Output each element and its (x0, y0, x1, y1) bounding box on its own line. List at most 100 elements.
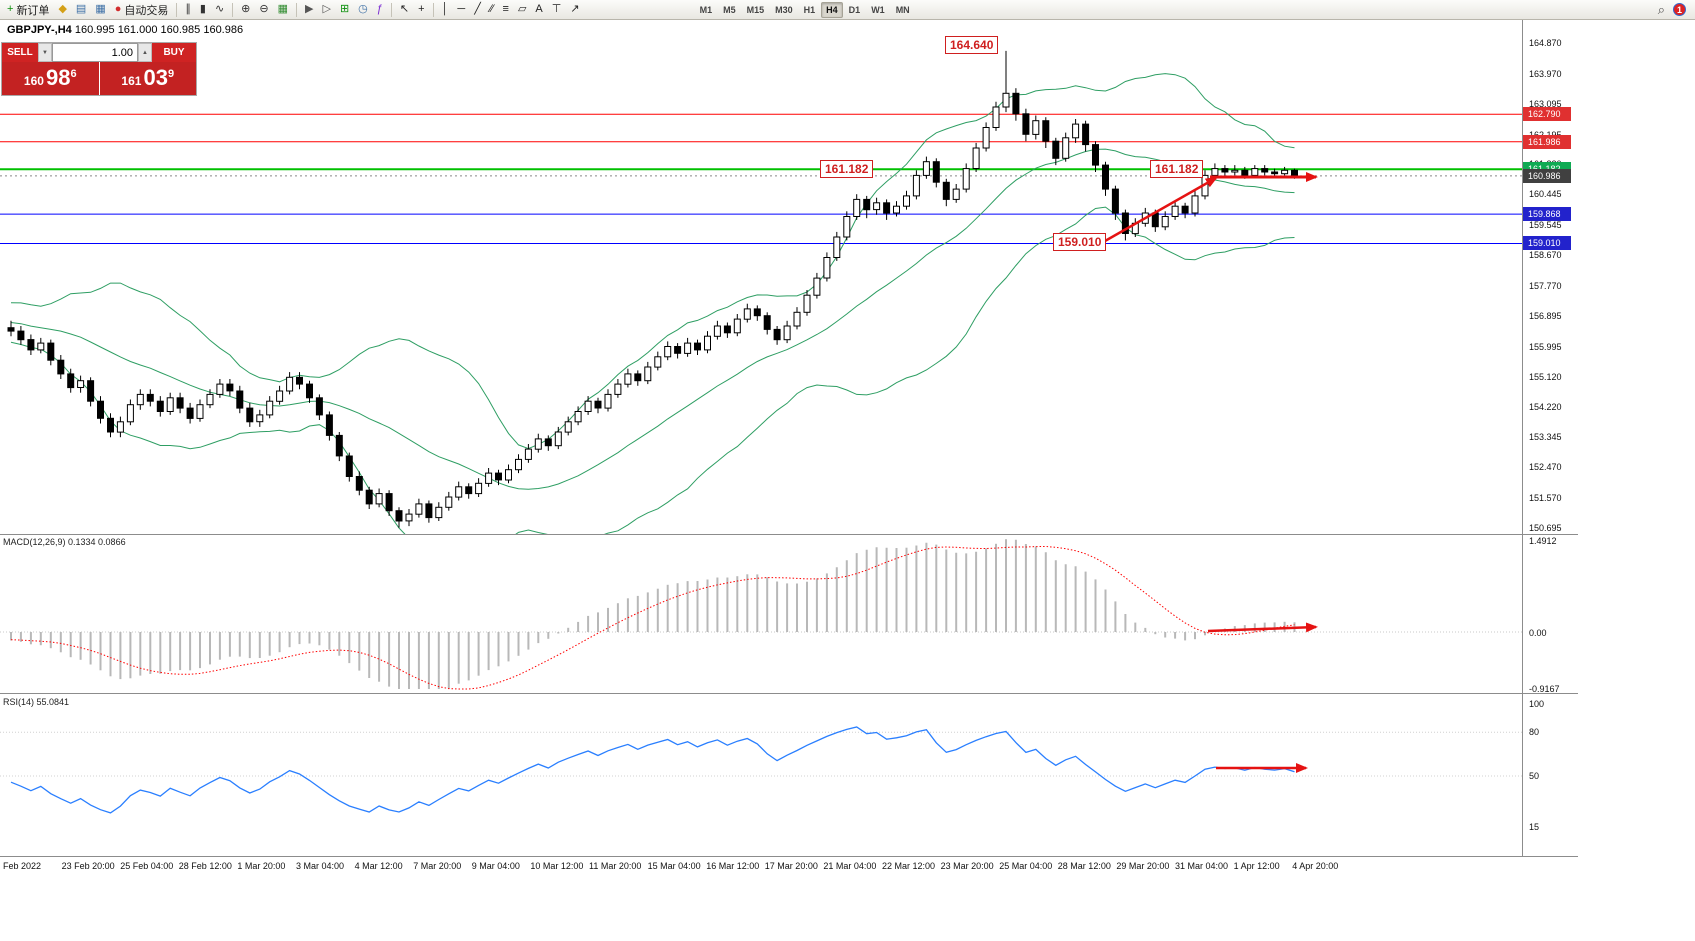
channel-icon[interactable]: ∕∕ (486, 1, 498, 18)
data-window-icon[interactable]: ▦ (91, 1, 109, 18)
annotation-low-price[interactable]: 159.010 (1053, 233, 1107, 251)
text-icon: A (535, 3, 543, 15)
panel-separator[interactable] (0, 534, 1578, 535)
toolbar-separator (176, 2, 178, 17)
timeframe-m30[interactable]: M30 (775, 4, 793, 15)
trend-arrow[interactable] (1104, 176, 1218, 243)
text-label-icon[interactable]: ⊤ (548, 1, 566, 18)
buy-price-prefix: 161 (121, 74, 142, 88)
buy-price-big: 03 (143, 65, 168, 90)
time-axis[interactable]: Feb 2022 23 Feb 20:00 25 Feb 04:00 28 Feb 1… (0, 857, 1522, 877)
time-label: 29 Mar 20:00 (1116, 861, 1170, 871)
sell-price-display[interactable]: 160 98 6 (2, 62, 99, 95)
autotrade-button[interactable]: ● 自动交易 (111, 1, 173, 18)
price-axis[interactable]: 164.870163.970163.095162.195161.320160.4… (1523, 20, 1688, 857)
timeframe-w1[interactable]: W1 (871, 4, 885, 15)
search-icon[interactable]: ⌕ (1657, 1, 1665, 17)
macd-panel[interactable] (0, 535, 1522, 693)
new-order-button[interactable]: + 新订单 (3, 1, 53, 18)
lot-decrease-button[interactable]: ▼ (38, 43, 52, 62)
trendline-icon: ╱ (474, 3, 481, 15)
profiles-icon[interactable]: ◷ (354, 1, 372, 18)
annotation-level-161182-right[interactable]: 161.182 (1150, 160, 1204, 178)
candlestick-chart-icon[interactable]: ▮ (196, 1, 210, 18)
chart-shift-icon: ▷ (322, 3, 331, 15)
timeframe-mn[interactable]: MN (895, 4, 910, 15)
price-tick: 151.570 (1529, 493, 1562, 504)
toolbar-separator (296, 2, 297, 17)
timeframe-d1[interactable]: D1 (848, 4, 861, 15)
lot-increase-button[interactable]: ▲ (138, 43, 152, 62)
sell-price-prefix: 160 (23, 74, 44, 88)
buy-button[interactable]: BUY (152, 43, 196, 62)
annotation-peak-price[interactable]: 164.640 (945, 36, 999, 54)
crosshair-icon[interactable]: + (414, 1, 428, 18)
data-window-icon: ▦ (95, 3, 106, 15)
chart-shift-icon[interactable]: ▷ (318, 1, 334, 18)
sell-button[interactable]: SELL (2, 43, 38, 62)
autotrade-button-label: 自动交易 (124, 4, 169, 17)
trend-arrow[interactable] (1207, 622, 1318, 633)
horizontal-line-icon[interactable]: ─ (453, 1, 469, 18)
annotation-level-161182-left[interactable]: 161.182 (820, 160, 874, 178)
candlestick-chart-icon: ▮ (199, 3, 206, 15)
zoom-out-icon: ⊖ (259, 3, 269, 15)
new-chart-icon[interactable]: ⊞ (336, 1, 353, 18)
horizontal-line-icon: ─ (457, 3, 466, 15)
price-tick: 156.895 (1529, 310, 1562, 321)
timeframe-m1[interactable]: M1 (699, 4, 713, 15)
market-watch-icon: ▤ (75, 3, 87, 15)
shapes-icon[interactable]: ▱ (514, 1, 530, 18)
line-chart-icon[interactable]: ∿ (211, 1, 228, 18)
arrows-icon[interactable]: ↗ (566, 1, 583, 18)
time-label: 3 Mar 04:00 (296, 861, 345, 871)
autotrade-icon: ● (114, 3, 122, 15)
vertical-line-icon[interactable]: │ (438, 1, 453, 18)
macd-axis-label: 0.00 (1529, 628, 1547, 638)
buy-price-display[interactable]: 161 03 9 (99, 62, 196, 95)
trendline-icon[interactable]: ╱ (470, 1, 485, 18)
channel-icon: ∕∕ (489, 3, 494, 15)
timeframe-h1[interactable]: H1 (803, 4, 816, 15)
indicators-icon[interactable]: ƒ (373, 1, 387, 18)
market-watch-icon[interactable]: ▤ (72, 1, 90, 18)
zoom-out-icon[interactable]: ⊖ (255, 1, 272, 18)
toolbar-separator (390, 2, 392, 17)
toolbar-separator (232, 2, 234, 17)
rsi-panel[interactable] (0, 694, 1522, 856)
bollinger-upper-band (10, 73, 1295, 450)
lot-size-input[interactable] (52, 43, 138, 62)
tile-windows-icon[interactable]: ▦ (274, 1, 292, 18)
auto-scroll-icon: ▶ (305, 3, 314, 15)
time-label: Feb 2022 (3, 861, 42, 871)
new-order-button-label: 新订单 (16, 4, 50, 17)
price-tick: 163.095 (1529, 98, 1562, 109)
fibonacci-icon[interactable]: ≡ (499, 1, 513, 18)
rsi-axis-label: 80 (1529, 727, 1540, 737)
panel-separator[interactable] (0, 693, 1578, 694)
cursor-icon[interactable]: ↖ (396, 1, 413, 18)
time-label: 10 Mar 12:00 (530, 861, 584, 871)
auto-scroll-icon[interactable]: ▶ (301, 1, 317, 18)
buy-price-sup: 9 (167, 68, 175, 80)
signals-icon[interactable]: ◆ (54, 1, 70, 18)
signals-icon: ◆ (58, 3, 67, 15)
timeframe-h4[interactable]: H4 (821, 1, 843, 18)
new-order-icon: + (7, 3, 14, 15)
timeframe-m15[interactable]: M15 (746, 4, 765, 15)
arrows-icon: ↗ (570, 3, 580, 15)
price-tick: 152.470 (1529, 462, 1562, 473)
zoom-in-icon[interactable]: ⊕ (237, 1, 254, 18)
rsi-axis-label: 15 (1529, 822, 1540, 832)
rsi-indicator-label: RSI(14) 55.0841 (3, 697, 70, 707)
main-chart[interactable] (0, 20, 1522, 534)
notification-badge[interactable]: 1 (1673, 3, 1686, 16)
timeframe-m5[interactable]: M5 (723, 4, 736, 15)
price-badge-162.790: 162.790 (1523, 107, 1571, 122)
bar-chart-icon[interactable]: ∥ (181, 1, 195, 18)
symbol-info-bar: GBPJPY-,H4 160.995 161.000 160.985 160.9… (7, 24, 243, 36)
profiles-icon: ◷ (358, 3, 368, 15)
price-axis-border (1522, 20, 1523, 857)
time-label: 25 Mar 04:00 (999, 861, 1053, 871)
text-icon[interactable]: A (531, 1, 546, 18)
